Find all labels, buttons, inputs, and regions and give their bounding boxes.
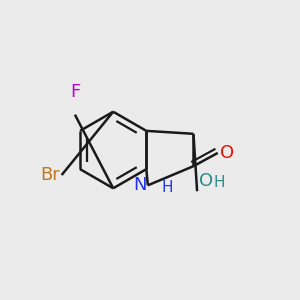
Text: Br: Br <box>40 166 60 184</box>
Text: O: O <box>220 144 234 162</box>
Text: O: O <box>199 172 213 190</box>
Text: F: F <box>70 83 80 101</box>
Text: H: H <box>162 180 173 195</box>
Text: N: N <box>133 176 146 194</box>
Text: H: H <box>213 175 225 190</box>
